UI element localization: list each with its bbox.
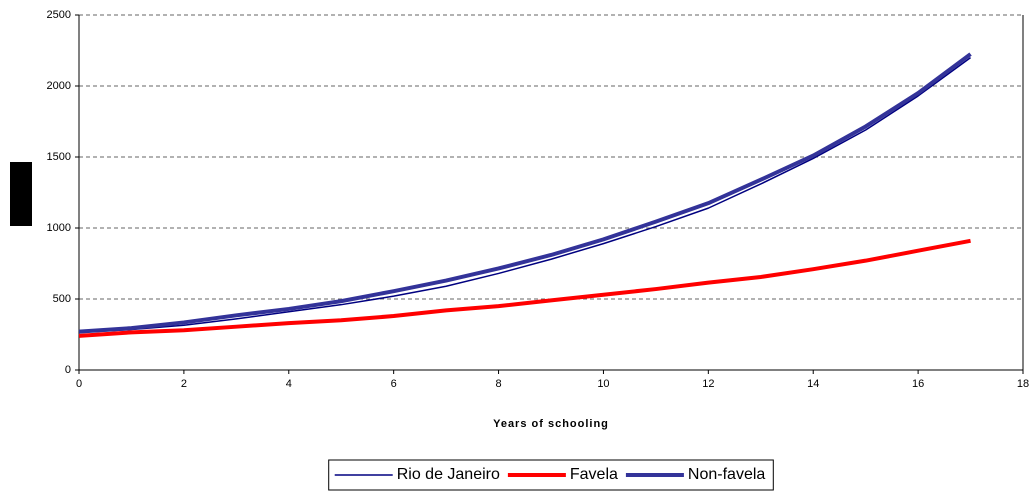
x-tick-label: 10 [597,378,609,390]
legend-label: Favela [570,466,618,483]
legend-label: Rio de Janeiro [397,466,500,483]
legend-label: Non-favela [688,466,765,483]
series-line [78,56,971,334]
y-tick-label: 2500 [47,9,71,21]
x-tick-label: 18 [1017,378,1029,390]
x-tick-label: 2 [181,378,187,390]
series-line [78,52,972,334]
x-tick-label: 8 [495,378,501,390]
x-tick-label: 4 [286,378,292,390]
legend-box [328,459,774,491]
y-tick-label: 1500 [47,151,71,163]
y-tick-label: 1000 [47,222,71,234]
x-tick-label: 14 [807,378,819,390]
series-line [78,238,971,338]
x-tick-label: 6 [391,378,397,390]
x-tick-label: 0 [76,378,82,390]
y-tick-label: 500 [53,293,71,305]
y-tick-label: 0 [65,364,71,376]
x-tick-label: 16 [912,378,924,390]
y-tick-label: 2000 [47,80,71,92]
x-axis-title: Years of schooling [493,418,609,430]
redacted-label [10,162,32,226]
x-tick-label: 12 [702,378,714,390]
